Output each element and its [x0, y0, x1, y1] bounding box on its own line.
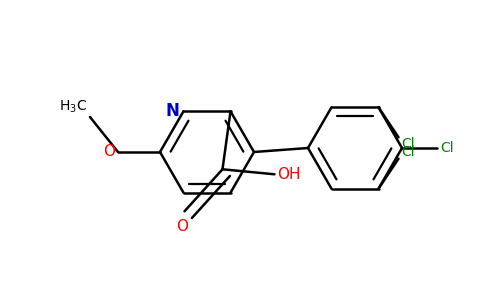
Text: H$_3$C: H$_3$C	[59, 99, 87, 115]
Text: O: O	[103, 145, 115, 160]
Text: Cl: Cl	[402, 137, 415, 151]
Text: O: O	[177, 219, 188, 234]
Text: Cl: Cl	[440, 141, 454, 155]
Text: N: N	[166, 102, 180, 120]
Text: Cl: Cl	[402, 145, 415, 159]
Text: OH: OH	[277, 167, 301, 182]
